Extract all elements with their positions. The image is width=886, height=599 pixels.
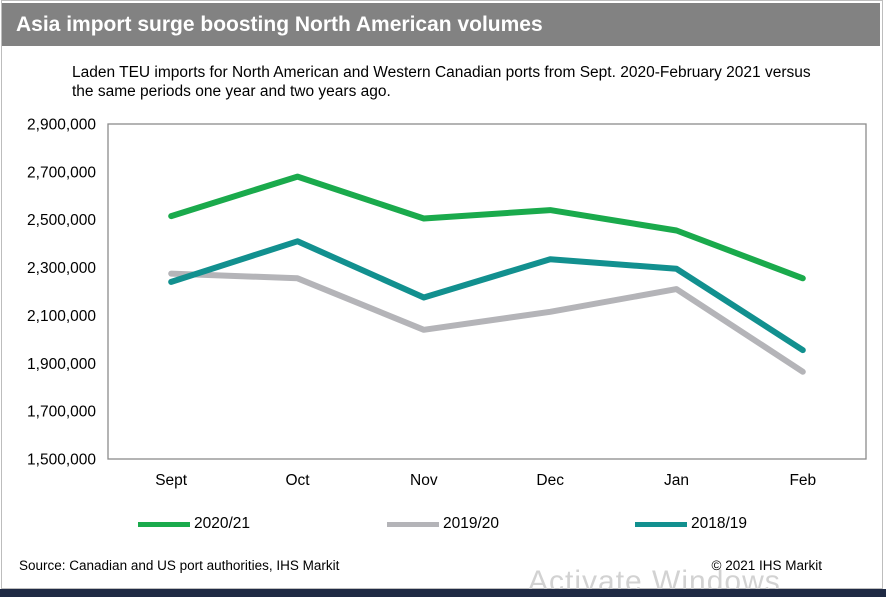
x-tick-label: Feb (789, 472, 816, 489)
legend-swatch-2020-21 (138, 521, 190, 527)
x-axis-ticks: Sept Oct Nov Dec Jan Feb (155, 472, 816, 489)
series-line-2018-19 (168, 238, 806, 354)
series-lines (168, 173, 806, 375)
source-note: Source: Canadian and US port authorities… (19, 558, 340, 573)
y-tick-label: 2,100,000 (27, 308, 96, 325)
y-tick-label: 2,500,000 (27, 212, 96, 229)
x-tick-label: Oct (285, 472, 310, 489)
y-axis-ticks: 2,900,000 2,700,000 2,500,000 2,300,000 2,10… (27, 117, 96, 469)
x-tick-label: Jan (664, 472, 689, 489)
y-tick-label: 1,900,000 (27, 356, 96, 373)
y-tick-label: 2,900,000 (27, 117, 96, 134)
y-tick-label: 1,700,000 (27, 404, 96, 421)
legend-swatch-2019-20 (387, 521, 439, 527)
y-tick-label: 2,300,000 (27, 260, 96, 277)
legend-item-2018-19: 2018/19 (635, 514, 747, 534)
taskbar-strip (0, 589, 886, 597)
x-tick-label: Dec (536, 472, 564, 489)
chart-subtitle: Laden TEU imports for North American and… (72, 64, 811, 100)
series-line-2019-20 (168, 270, 806, 375)
copyright-note: © 2021 IHS Markit (711, 558, 823, 573)
y-tick-label: 2,700,000 (27, 164, 96, 181)
plot-area (107, 123, 867, 460)
legend-label-2020-21: 2020/21 (194, 515, 251, 532)
x-tick-label: Nov (410, 472, 438, 489)
chart-title: Asia import surge boosting North America… (2, 3, 880, 46)
x-tick-label: Sept (155, 472, 188, 489)
legend-item-2019-20: 2019/20 (387, 514, 499, 534)
series-line-2020-21 (168, 173, 806, 282)
y-tick-label: 1,500,000 (27, 452, 96, 469)
legend-label-2018-19: 2018/19 (691, 515, 748, 532)
legend-item-2020-21: 2020/21 (138, 514, 250, 534)
legend-swatch-2018-19 (635, 521, 687, 527)
legend-label-2019-20: 2019/20 (443, 515, 500, 532)
